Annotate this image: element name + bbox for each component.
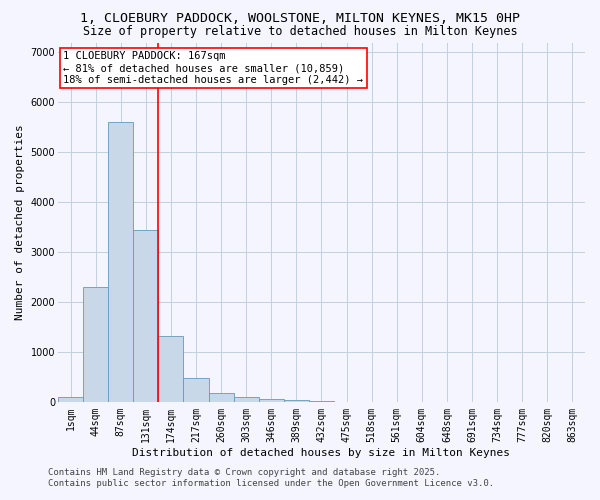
Text: Contains HM Land Registry data © Crown copyright and database right 2025.
Contai: Contains HM Land Registry data © Crown c…	[48, 468, 494, 487]
X-axis label: Distribution of detached houses by size in Milton Keynes: Distribution of detached houses by size …	[133, 448, 511, 458]
Bar	[133, 230, 158, 402]
Text: 1, CLOEBURY PADDOCK, WOOLSTONE, MILTON KEYNES, MK15 0HP: 1, CLOEBURY PADDOCK, WOOLSTONE, MILTON K…	[80, 12, 520, 26]
Text: Size of property relative to detached houses in Milton Keynes: Size of property relative to detached ho…	[83, 25, 517, 38]
Text: 1 CLOEBURY PADDOCK: 167sqm
← 81% of detached houses are smaller (10,859)
18% of : 1 CLOEBURY PADDOCK: 167sqm ← 81% of deta…	[63, 52, 363, 84]
Bar	[259, 400, 284, 402]
Bar	[58, 397, 83, 402]
Bar	[83, 287, 108, 402]
Bar	[284, 400, 309, 402]
Y-axis label: Number of detached properties: Number of detached properties	[15, 124, 25, 320]
Bar	[233, 398, 259, 402]
Bar	[108, 122, 133, 402]
Bar	[184, 378, 209, 402]
Bar	[209, 394, 233, 402]
Bar	[158, 336, 184, 402]
